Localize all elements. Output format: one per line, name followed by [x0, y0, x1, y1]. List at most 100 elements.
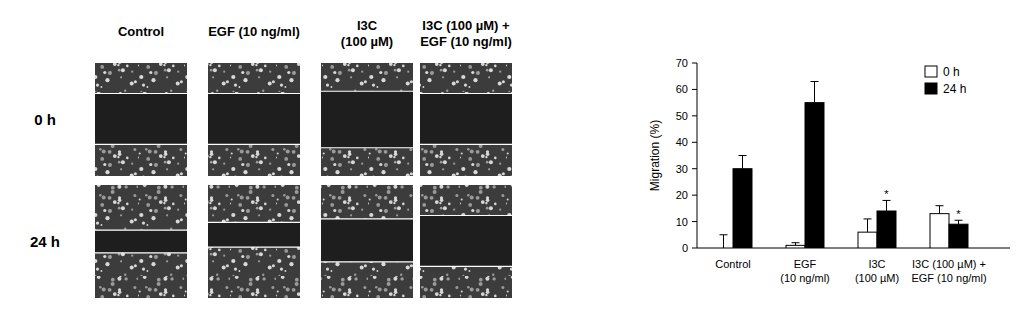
wound-edge: [208, 247, 300, 248]
wound-gap: [321, 219, 413, 262]
column-header: I3C(100 µM): [341, 18, 393, 49]
error-bar: [792, 243, 800, 246]
text-line: EGF: [794, 258, 817, 270]
y-tick: [692, 63, 697, 64]
y-tick: [692, 195, 697, 196]
column-header: I3C (100 µM) +EGF (10 ng/ml): [420, 18, 512, 49]
wound-edge: [420, 215, 512, 216]
row-label: 0 h: [34, 111, 56, 128]
y-tick-label: 0: [682, 242, 688, 254]
micrograph: [208, 185, 300, 298]
text-line: EGF (10 ng/ml): [208, 24, 300, 39]
wound-edge: [420, 93, 512, 94]
bar: [858, 232, 877, 248]
row-label: 24 h: [30, 233, 60, 250]
error-bar: [955, 220, 963, 224]
significance-mark: *: [884, 188, 889, 200]
wound-edge: [321, 218, 413, 219]
error-cap: [936, 205, 944, 206]
legend-swatch: [925, 66, 937, 77]
text-line: Control: [118, 24, 164, 39]
wound-edge: [420, 266, 512, 267]
text-line: EGF (10 ng/ml): [420, 34, 512, 49]
text-line: EGF (10 ng/ml): [911, 272, 986, 284]
text-line: I3C (100 µM) +: [422, 18, 510, 33]
x-tick-label: I3C (100 µM) + EGF (10 ng/ml): [911, 258, 986, 284]
wound-gap: [208, 94, 300, 145]
text-line: (10 ng/ml): [780, 272, 830, 284]
error-stem: [814, 82, 815, 103]
y-tick: [692, 221, 697, 222]
bar: [786, 245, 805, 248]
error-bar: [936, 206, 944, 214]
x-tick-label: I3C (100 µM): [855, 258, 899, 284]
x-tick-label: EGF (10 ng/ml): [780, 258, 830, 284]
wound-edge: [321, 261, 413, 262]
text-line: (100 µM): [855, 272, 899, 284]
wound-edge: [208, 93, 300, 94]
legend-label: 24 h: [943, 82, 966, 96]
text-line: 0 h: [34, 111, 56, 128]
wound-gap: [420, 94, 512, 145]
error-cap: [811, 81, 819, 82]
legend-swatch: [925, 83, 937, 94]
column-header: EGF (10 ng/ml): [208, 24, 300, 39]
text-line: 24 h: [30, 233, 60, 250]
y-tick-label: 50: [676, 110, 688, 122]
wound-edge: [95, 144, 187, 145]
y-axis-label: Migration (%): [648, 120, 662, 191]
y-tick-label: 20: [676, 189, 688, 201]
error-bar: [811, 82, 819, 103]
bar: [877, 211, 896, 248]
wound-edge: [321, 91, 413, 92]
y-tick: [692, 168, 697, 169]
error-bar: [720, 235, 728, 248]
bars: [720, 82, 969, 249]
wound-gap: [321, 91, 413, 148]
y-axis: [697, 63, 698, 248]
error-cap: [739, 155, 747, 156]
wound-edge: [208, 222, 300, 223]
wound-gap: [208, 222, 300, 247]
micrograph: [208, 63, 300, 176]
micrograph: [95, 63, 187, 176]
error-stem: [723, 235, 724, 248]
wound-edge: [95, 252, 187, 253]
bar: [805, 103, 824, 248]
legend-label: 0 h: [943, 65, 960, 79]
wound-edge: [95, 230, 187, 231]
error-cap: [792, 242, 800, 243]
error-stem: [958, 220, 959, 224]
wound-gap: [95, 230, 187, 253]
error-stem: [742, 156, 743, 169]
wound-edge: [420, 144, 512, 145]
micrograph: [420, 63, 512, 176]
y-tick-label: 10: [676, 216, 688, 228]
error-bar: [883, 200, 891, 211]
error-cap: [864, 218, 872, 219]
text-line: Control: [715, 258, 750, 270]
error-cap: [720, 234, 728, 235]
text-line: I3C: [357, 18, 378, 33]
x-tick-label: Control: [715, 258, 750, 270]
text-line: I3C (100 µM) +: [912, 258, 986, 270]
text-line: (100 µM): [341, 34, 393, 49]
wound-edge: [95, 93, 187, 94]
y-tick-label: 40: [676, 136, 688, 148]
figure: ControlEGF (10 ng/ml)I3C(100 µM)I3C (100…: [0, 0, 1027, 313]
error-stem: [939, 206, 940, 214]
y-tick: [692, 142, 697, 143]
error-bar: [864, 219, 872, 232]
y-tick: [692, 115, 697, 116]
wound-gap: [420, 216, 512, 267]
y-tick-label: 60: [676, 83, 688, 95]
y-tick-label: 30: [676, 163, 688, 175]
wound-edge: [208, 144, 300, 145]
wound-gap: [95, 94, 187, 145]
micrograph: [321, 185, 413, 298]
micrograph: [420, 185, 512, 298]
bar: [930, 214, 949, 248]
text-line: I3C: [868, 258, 885, 270]
significance-mark: *: [956, 208, 961, 220]
error-bar: [739, 156, 747, 169]
